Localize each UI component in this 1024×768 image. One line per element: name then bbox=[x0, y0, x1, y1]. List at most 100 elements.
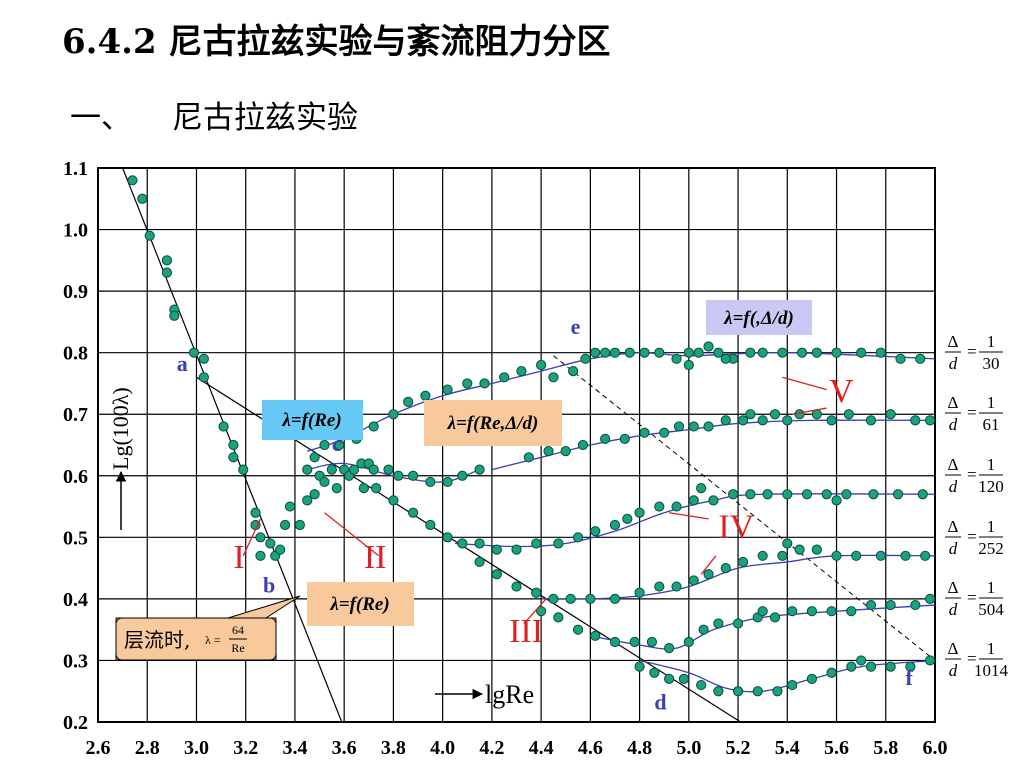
data-point bbox=[334, 439, 345, 451]
data-point bbox=[144, 230, 155, 241]
data-point bbox=[917, 489, 928, 500]
data-point bbox=[590, 630, 601, 641]
data-point bbox=[309, 452, 320, 463]
data-point bbox=[619, 433, 630, 444]
data-point bbox=[393, 470, 404, 481]
data-point bbox=[198, 353, 209, 364]
data-point bbox=[565, 593, 576, 604]
data-point bbox=[737, 415, 749, 426]
data-point bbox=[794, 409, 805, 420]
data-point bbox=[474, 556, 485, 568]
data-point bbox=[543, 446, 554, 457]
data-point bbox=[474, 538, 485, 549]
point-label-b: b bbox=[263, 573, 275, 598]
legend-numerator: 1 bbox=[987, 517, 996, 536]
legend-entry: Δd = 1 61 bbox=[945, 393, 1003, 434]
data-point bbox=[720, 415, 731, 426]
data-point bbox=[442, 532, 453, 543]
zone-label-V: V bbox=[829, 373, 854, 410]
data-point bbox=[683, 636, 694, 648]
x-tick-label: 3.2 bbox=[233, 737, 258, 759]
data-point bbox=[900, 550, 911, 561]
x-tick-label: 5.4 bbox=[775, 737, 800, 759]
data-point bbox=[693, 347, 704, 358]
legend-entry: Δd = 1 252 bbox=[945, 517, 1004, 558]
data-point bbox=[265, 538, 276, 549]
data-point bbox=[654, 347, 665, 358]
y-tick-label: 0.5 bbox=[63, 527, 88, 549]
data-point bbox=[713, 618, 724, 629]
data-point bbox=[846, 606, 857, 617]
legend: Δd = 1 30 Δd = 1 61 Δd = 1 120 Δd = 1 252 Δd = 1 504 Δd = 1 101… bbox=[945, 332, 1009, 680]
data-point bbox=[491, 569, 502, 580]
data-point bbox=[865, 661, 877, 672]
data-point bbox=[639, 427, 650, 438]
data-point bbox=[572, 532, 584, 543]
data-point bbox=[425, 519, 436, 531]
fitted-curve bbox=[590, 604, 935, 650]
y-tick-label: 0.7 bbox=[63, 404, 88, 426]
x-tick-label: 3.4 bbox=[282, 737, 307, 759]
data-point bbox=[777, 347, 788, 358]
data-point bbox=[885, 599, 896, 611]
legend-d: d bbox=[949, 477, 958, 496]
data-point bbox=[851, 550, 862, 561]
data-point bbox=[590, 347, 601, 358]
data-point bbox=[782, 489, 793, 500]
data-point bbox=[905, 661, 916, 672]
zone-leader-line bbox=[792, 407, 827, 415]
data-point bbox=[600, 347, 611, 358]
data-point bbox=[787, 606, 798, 617]
y-tick-label: 0.2 bbox=[63, 712, 88, 734]
data-point bbox=[875, 347, 886, 358]
data-point bbox=[841, 489, 852, 500]
data-point bbox=[696, 482, 707, 494]
data-point bbox=[634, 507, 645, 518]
box-laminar: 层流时, λ = 64 Re bbox=[115, 595, 301, 661]
data-point bbox=[309, 489, 320, 500]
data-point bbox=[294, 519, 305, 531]
data-point bbox=[865, 599, 877, 611]
data-point bbox=[188, 347, 200, 358]
legend-equals: = bbox=[967, 403, 977, 422]
data-point bbox=[609, 593, 621, 604]
legend-denominator: 30 bbox=[983, 354, 1000, 373]
data-point bbox=[646, 636, 657, 648]
data-point bbox=[639, 347, 650, 358]
data-point bbox=[757, 606, 768, 617]
legend-delta: Δ bbox=[948, 393, 959, 412]
data-point bbox=[228, 452, 239, 463]
data-point bbox=[536, 606, 547, 617]
data-point bbox=[732, 686, 744, 697]
data-point bbox=[732, 618, 744, 629]
data-point bbox=[688, 575, 699, 586]
data-point bbox=[326, 464, 337, 475]
data-point bbox=[474, 464, 485, 475]
data-point bbox=[629, 636, 640, 648]
y-tick-label: 1.0 bbox=[63, 220, 88, 242]
data-point bbox=[654, 581, 665, 592]
legend-delta: Δ bbox=[948, 639, 959, 658]
zone-label-IV: IV bbox=[718, 508, 754, 545]
data-point bbox=[683, 359, 694, 371]
data-point bbox=[442, 384, 453, 395]
legend-denominator: 504 bbox=[978, 600, 1004, 619]
data-point bbox=[831, 347, 842, 358]
data-point bbox=[915, 353, 926, 364]
data-point bbox=[796, 347, 808, 358]
data-point bbox=[198, 372, 209, 383]
data-point bbox=[782, 538, 793, 549]
data-point bbox=[479, 378, 490, 389]
zone-leader-line bbox=[782, 376, 827, 391]
data-point bbox=[609, 519, 621, 531]
data-point bbox=[787, 679, 798, 691]
legend-numerator: 1 bbox=[987, 393, 996, 412]
box-lambda-re-rel: λ=f(Re,Δ/d) bbox=[424, 400, 562, 446]
section-number: 一、 bbox=[70, 100, 132, 136]
data-point bbox=[348, 464, 360, 475]
point-label-f: f bbox=[905, 665, 913, 690]
data-point bbox=[895, 353, 906, 364]
x-tick-label: 4.8 bbox=[627, 737, 652, 759]
